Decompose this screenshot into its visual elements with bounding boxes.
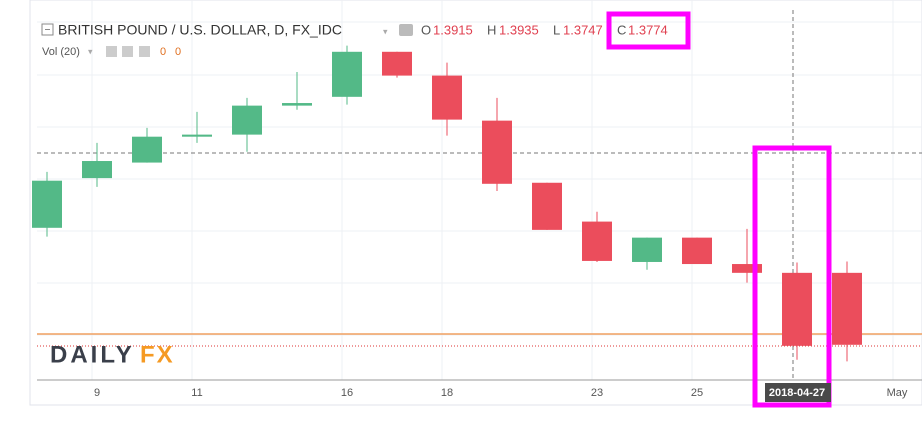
- candle-body: [732, 264, 762, 273]
- x-tick-label: 2018-04-27: [769, 387, 825, 399]
- candle-body: [282, 103, 312, 106]
- dropdown-arrow[interactable]: ▾: [383, 26, 388, 36]
- x-tick-label: 11: [191, 387, 202, 399]
- x-tick-label: 23: [591, 387, 603, 399]
- chart-title: BRITISH POUND / U.S. DOLLAR, D, FX_IDC: [58, 22, 342, 38]
- grid: [37, 0, 922, 380]
- candle-body: [432, 75, 462, 120]
- dropdown-arrow[interactable]: ▾: [88, 46, 93, 56]
- low-value: 1.3747: [563, 22, 603, 37]
- volume-value: 0: [175, 46, 181, 58]
- candle-body: [832, 272, 862, 345]
- eye-icon[interactable]: [106, 46, 117, 57]
- candles: [32, 45, 862, 362]
- x-tick-label: 18: [441, 387, 453, 399]
- volume-value: 0: [160, 46, 166, 58]
- high-value: 1.3935: [499, 22, 539, 37]
- x-tick-label: May: [887, 387, 908, 399]
- candle-body: [482, 120, 512, 184]
- candle-body: [382, 51, 412, 76]
- candle-body: [582, 221, 612, 261]
- logo-daily: DAILY: [50, 341, 135, 368]
- x-axis: 9 11 16 18 23 25 2018-04-27 May: [94, 383, 908, 402]
- candle-body: [132, 136, 162, 163]
- close-icon[interactable]: [139, 46, 150, 57]
- candle-body: [682, 237, 712, 265]
- candle-body: [782, 272, 812, 346]
- open-value: 1.3915: [433, 22, 473, 37]
- candle-body: [332, 51, 362, 97]
- candle-body: [232, 105, 262, 135]
- eye-icon[interactable]: [399, 24, 413, 36]
- logo-fx: FX: [140, 341, 175, 368]
- date-badge: [765, 383, 831, 402]
- low-label: L: [553, 22, 560, 37]
- candle-body: [32, 180, 62, 228]
- candle-body: [632, 237, 662, 262]
- high-label: H: [487, 22, 496, 37]
- close-label: C: [617, 22, 626, 37]
- close-value: 1.3774: [628, 22, 668, 37]
- volume-label: Vol (20): [42, 46, 80, 58]
- highlight-box: [752, 145, 832, 408]
- x-tick-label: 25: [691, 387, 703, 399]
- x-tick-label: 9: [94, 387, 100, 399]
- open-label: O: [421, 22, 431, 37]
- candle-body: [532, 182, 562, 230]
- candle-body: [82, 161, 112, 179]
- collapse-icon[interactable]: [41, 23, 54, 36]
- highlight-box: [606, 11, 691, 50]
- candle-body: [182, 134, 212, 137]
- x-tick-label: 16: [341, 387, 353, 399]
- settings-icon[interactable]: [122, 46, 133, 57]
- chart-frame: [29, 0, 922, 406]
